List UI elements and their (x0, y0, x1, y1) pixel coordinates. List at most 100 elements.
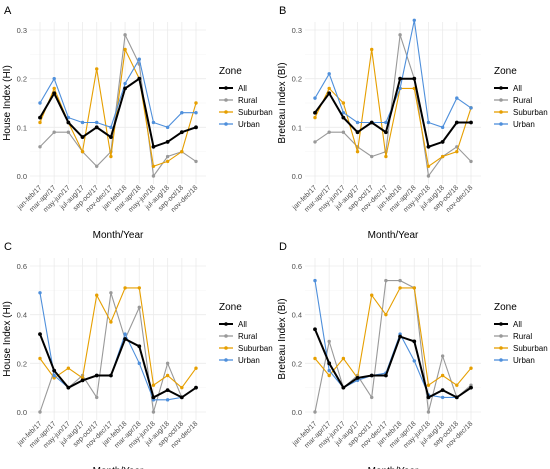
legend: Zone All Rural Suburban Urban (219, 302, 273, 365)
data-point (398, 278, 402, 283)
data-point (412, 286, 416, 290)
data-point (355, 130, 360, 135)
data-point (109, 373, 113, 378)
data-point (94, 125, 99, 130)
data-point (151, 120, 156, 125)
data-point (52, 91, 57, 96)
data-point (165, 125, 170, 130)
legend-label: All (513, 84, 522, 93)
legend-key-point (224, 98, 228, 102)
data-point (370, 47, 374, 52)
data-point (109, 291, 113, 295)
data-point (384, 373, 388, 378)
data-point (313, 96, 317, 100)
data-point (52, 373, 56, 378)
data-point (52, 130, 56, 134)
data-point (426, 120, 431, 125)
legend-label: Rural (238, 332, 257, 341)
data-point (80, 149, 85, 154)
data-point (370, 154, 374, 159)
series-line (314, 49, 472, 168)
y-axis-title: House Index (HI) (2, 65, 13, 141)
data-point (412, 18, 416, 22)
series-line (39, 287, 197, 389)
data-point (165, 388, 170, 392)
data-point (109, 135, 113, 139)
data-point (80, 120, 85, 125)
data-point (95, 395, 99, 400)
data-point (80, 378, 85, 383)
y-tick-label: 0.4 (17, 311, 27, 320)
y-tick-label: 0.2 (17, 75, 27, 84)
data-point (165, 154, 170, 159)
y-tick-label: 0.6 (292, 262, 302, 271)
series-rural (38, 291, 198, 414)
data-point (66, 130, 71, 134)
legend: Zone All Rural Suburban Urban (219, 66, 273, 129)
data-point (151, 144, 156, 149)
data-point (412, 359, 416, 363)
series-line (39, 333, 197, 399)
y-tick-label: 0.0 (17, 172, 27, 181)
data-point (179, 130, 184, 135)
data-point (455, 383, 459, 387)
data-point (94, 373, 99, 378)
data-point (151, 395, 156, 400)
data-point (66, 385, 71, 390)
data-point (137, 344, 142, 349)
y-tick-label: 0.1 (292, 123, 302, 132)
series-urban (38, 57, 198, 130)
data-point (38, 410, 42, 414)
data-point (426, 410, 431, 414)
panel-c: C0.00.20.40.6jan-feb/17mar-apr/17may-jun… (2, 241, 273, 469)
data-point (384, 130, 388, 135)
legend-label: Rural (513, 96, 532, 105)
data-point (440, 373, 445, 378)
data-point (455, 96, 459, 100)
panel-d: D0.00.20.40.6jan-feb/17mar-apr/17may-jun… (277, 241, 548, 469)
legend-key-point (224, 86, 228, 90)
series-line (39, 292, 197, 401)
series-line (314, 280, 472, 413)
data-point (137, 305, 141, 310)
data-point (165, 373, 170, 378)
y-tick-label: 0.2 (292, 75, 302, 84)
grid (30, 258, 206, 420)
data-point (38, 356, 42, 361)
data-point (398, 33, 402, 37)
data-point (313, 278, 317, 283)
data-point (426, 395, 431, 400)
data-point (66, 366, 71, 370)
legend-label: Rural (238, 96, 257, 105)
legend-title: Zone (219, 302, 242, 313)
data-point (327, 86, 331, 91)
y-axis-title: Breteau Index (BI) (277, 298, 288, 379)
y-tick-label: 0.6 (17, 262, 27, 271)
data-point (440, 354, 445, 358)
legend-label: All (238, 320, 247, 329)
series-line (39, 292, 197, 413)
data-point (426, 144, 431, 149)
data-point (370, 395, 374, 400)
data-point (355, 376, 360, 380)
data-point (341, 356, 346, 361)
data-point (426, 174, 431, 178)
data-point (137, 57, 141, 61)
data-point (123, 332, 127, 336)
data-point (123, 286, 127, 290)
y-tick-label: 0.1 (17, 123, 27, 132)
legend-label: Suburban (238, 108, 273, 117)
legend-key-point (224, 110, 228, 114)
legend-key-point (499, 322, 503, 326)
series-suburban (313, 47, 473, 168)
panel-label: D (279, 241, 287, 253)
x-axis-title: Month/Year (93, 466, 144, 469)
y-axis-title: Breteau Index (BI) (277, 62, 288, 143)
data-point (341, 115, 346, 120)
legend-key-point (499, 358, 503, 362)
series-urban (38, 291, 198, 402)
data-point (426, 164, 431, 168)
data-point (370, 293, 374, 297)
legend-key-point (224, 334, 228, 338)
